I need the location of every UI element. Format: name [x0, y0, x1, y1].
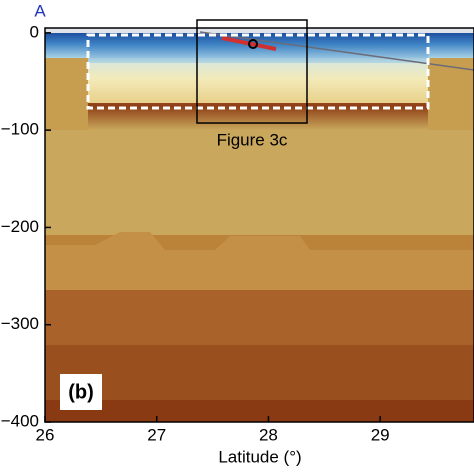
x-tick-label: 29: [371, 425, 390, 444]
x-tick-label: 26: [36, 425, 55, 444]
section-label: A: [34, 1, 46, 20]
y-tick-label: −400: [1, 411, 39, 430]
panel-label: (b): [68, 381, 94, 403]
y-tick-label: −200: [1, 217, 39, 236]
panel-box: [60, 374, 102, 410]
y-tick-label: −300: [1, 314, 39, 333]
y-tick-label: 0: [30, 22, 39, 41]
x-tick-label: 27: [147, 425, 166, 444]
x-axis-label: Latitude (°): [218, 447, 301, 466]
y-tick-label: −100: [1, 120, 39, 139]
box-label: Figure 3c: [217, 130, 288, 149]
frame: [44, 27, 474, 423]
inset-box: [196, 19, 308, 124]
field: [45, 28, 474, 422]
x-tick-label: 28: [259, 425, 278, 444]
